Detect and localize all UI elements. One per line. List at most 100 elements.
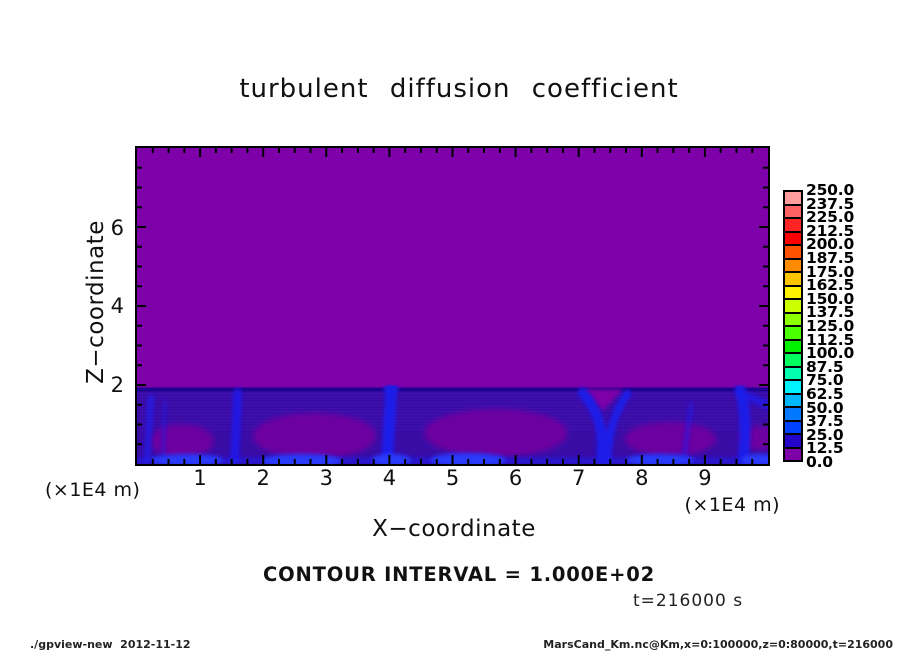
- tick-mark: [656, 148, 659, 153]
- x-tick-label: 4: [382, 466, 397, 490]
- tick-mark: [703, 148, 706, 157]
- colorbar-labels: 250.0 237.5 225.0 212.5 200.0 187.5 175.0 162.5…: [806, 0, 876, 654]
- tick-mark: [404, 148, 407, 153]
- colorbar-label: 162.5: [806, 276, 855, 295]
- colorbar-cell: [785, 381, 801, 395]
- tick-mark: [759, 305, 768, 307]
- x-tick-label: 8: [635, 466, 649, 490]
- colorbar-label: 25.0: [806, 425, 844, 444]
- tick-mark: [751, 148, 754, 153]
- colorbar-cell: [785, 246, 801, 260]
- tick-mark: [137, 324, 142, 327]
- tick-mark: [530, 459, 533, 464]
- tick-mark: [763, 364, 768, 367]
- tick-mark: [262, 455, 265, 464]
- colorbar-label: 150.0: [806, 289, 855, 308]
- tick-mark: [435, 459, 438, 464]
- tick-mark: [498, 459, 501, 464]
- colorbar-label: 187.5: [806, 249, 855, 267]
- colorbar-cell: [785, 300, 801, 314]
- tick-mark: [341, 459, 344, 464]
- tick-mark: [246, 459, 249, 464]
- colorbar: [783, 190, 803, 462]
- tick-mark: [451, 455, 454, 464]
- tick-mark: [672, 148, 675, 153]
- tick-mark: [137, 443, 142, 446]
- tick-mark: [593, 148, 596, 153]
- tick-mark: [640, 148, 643, 157]
- tick-mark: [763, 443, 768, 446]
- tick-mark: [388, 148, 391, 157]
- tick-mark: [137, 384, 146, 386]
- tick-mark: [577, 148, 580, 157]
- colorbar-label: 212.5: [806, 221, 855, 240]
- colorbar-label: 137.5: [806, 303, 855, 322]
- tick-mark: [530, 148, 533, 153]
- colorbar-cell: [785, 273, 801, 287]
- tick-mark: [137, 265, 142, 268]
- tick-mark: [656, 459, 659, 464]
- z-tick-label: 6: [110, 215, 124, 240]
- tick-mark: [763, 265, 768, 268]
- tick-mark: [688, 459, 691, 464]
- band-top-line: [137, 387, 768, 392]
- striation-line: [137, 402, 768, 404]
- tick-mark: [137, 285, 142, 288]
- tick-mark: [763, 206, 768, 209]
- tick-mark: [514, 455, 517, 464]
- z-axis-label: Z−coordinate: [83, 220, 109, 384]
- tick-mark: [341, 148, 344, 153]
- tick-mark: [230, 459, 233, 464]
- tick-mark: [137, 226, 146, 228]
- colorbar-cell: [785, 354, 801, 368]
- tick-mark: [609, 459, 612, 464]
- tick-mark: [372, 148, 375, 153]
- striation-line: [137, 393, 768, 395]
- striation-line: [137, 411, 768, 413]
- colorbar-label: 175.0: [806, 262, 855, 281]
- tick-mark: [293, 459, 296, 464]
- tick-mark: [230, 148, 233, 153]
- colorbar-label: 87.5: [806, 357, 844, 376]
- tick-mark: [356, 459, 359, 464]
- z-axis-unit: (×1E4 m): [45, 479, 141, 501]
- tick-mark: [514, 148, 517, 157]
- x-axis-unit: (×1E4 m): [684, 494, 780, 516]
- tick-mark: [763, 403, 768, 406]
- tick-mark: [483, 459, 486, 464]
- tick-mark: [309, 148, 312, 153]
- tick-mark: [759, 384, 768, 386]
- tick-mark: [625, 148, 628, 153]
- tick-mark: [325, 455, 328, 464]
- colorbar-cell: [785, 286, 801, 300]
- tick-mark: [763, 245, 768, 248]
- colorbar-label: 50.0: [806, 398, 844, 417]
- tick-mark: [435, 148, 438, 153]
- colorbar-cell: [785, 394, 801, 408]
- tick-mark: [214, 148, 217, 153]
- colorbar-cell: [785, 367, 801, 381]
- x-axis-label: X−coordinate: [372, 516, 536, 542]
- tick-mark: [703, 455, 706, 464]
- tick-mark: [137, 206, 142, 209]
- heatmap-field: [137, 148, 768, 464]
- tick-mark: [763, 324, 768, 327]
- colorbar-label: 12.5: [806, 439, 844, 458]
- colorbar-cell: [785, 435, 801, 449]
- x-tick-label: 1: [193, 466, 207, 490]
- contour-interval-text: CONTOUR INTERVAL = 1.000E+02: [262, 563, 655, 586]
- striation-line: [137, 405, 768, 407]
- tick-mark: [277, 148, 280, 153]
- tick-mark: [199, 148, 202, 157]
- tick-mark: [167, 148, 170, 153]
- striation-line: [137, 396, 768, 398]
- tick-mark: [561, 148, 564, 153]
- time-annotation: t=216000 s: [633, 591, 744, 611]
- tick-mark: [419, 148, 422, 153]
- x-tick-label: 6: [508, 466, 523, 490]
- tick-mark: [372, 459, 375, 464]
- tick-mark: [137, 305, 146, 307]
- colorbar-cell: [785, 327, 801, 341]
- tick-mark: [277, 459, 280, 464]
